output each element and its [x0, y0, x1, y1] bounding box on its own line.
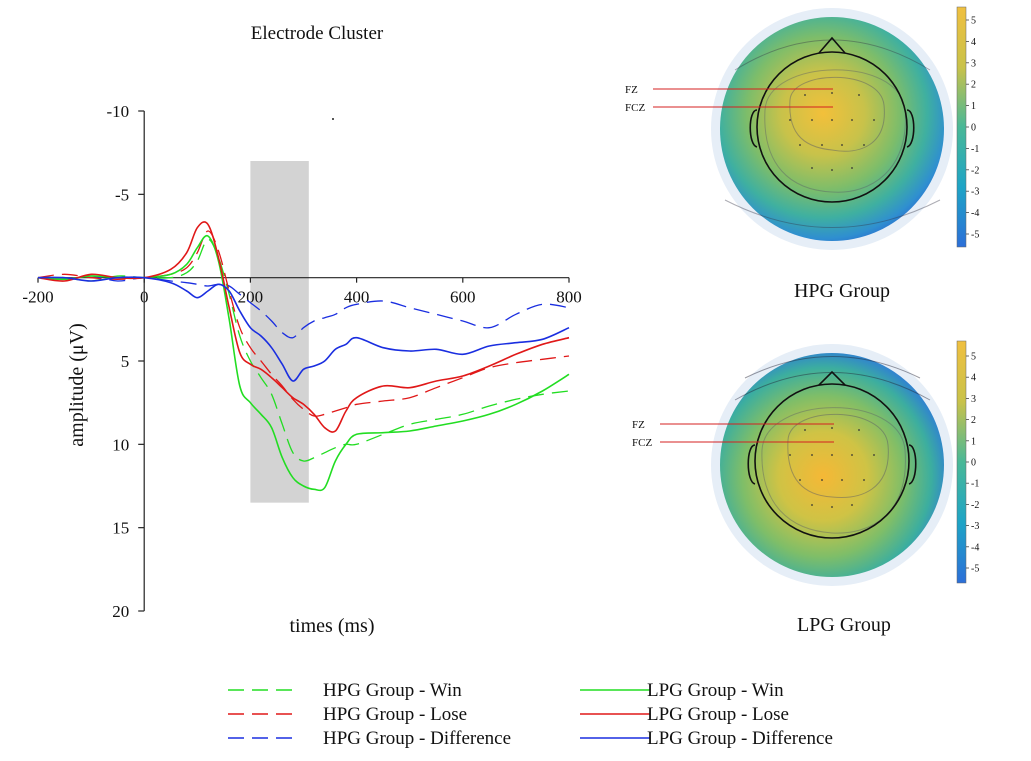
- series-line-hpg-group-win: [37, 238, 570, 462]
- x-tick-label: 800: [556, 288, 582, 307]
- chart-title: Electrode Cluster: [251, 23, 384, 44]
- contour-line: [744, 356, 921, 379]
- electrode-label-fz: FZ: [625, 84, 638, 96]
- colorbar-tick-label: -1: [971, 144, 979, 155]
- sensor-dots: [789, 427, 875, 508]
- colorbar-tick-label: -1: [971, 479, 979, 490]
- colorbar-tick-label: 4: [971, 37, 976, 48]
- contour-line: [789, 76, 885, 152]
- x-ticks: -200 0 200 400 600 800: [22, 277, 582, 307]
- colorbar-ticks: 5 4 3 2 1 0 -1 -2 -3 -4 -5: [966, 16, 979, 241]
- series-layer: [37, 221, 570, 492]
- head-outline: [754, 383, 910, 539]
- y-tick-label: 20: [112, 602, 129, 621]
- topomap-surface: [720, 353, 944, 577]
- contour-line: [734, 39, 931, 71]
- topomap-title-hpg: HPG Group: [794, 280, 890, 302]
- series-line-hpg-group-difference: [37, 275, 570, 339]
- topomap-surface: [720, 17, 944, 241]
- electrode-label-fz: FZ: [632, 419, 645, 431]
- colorbar-tick-label: 1: [971, 101, 976, 112]
- topomap-title-lpg: LPG Group: [797, 614, 891, 636]
- colorbar-tick-label: 2: [971, 80, 976, 91]
- erp-chart: Electrode Cluster -10 -5 5 10 15 20 -200 0 200 4…: [22, 23, 581, 637]
- legend-label: HPG Group - Difference: [323, 728, 511, 749]
- x-tick-label: -200: [22, 288, 53, 307]
- y-ticks: -10 -5 5 10 15 20: [107, 102, 145, 621]
- colorbar: [956, 340, 967, 584]
- left-ear-outline: [749, 109, 758, 148]
- y-tick-label: 5: [121, 352, 130, 371]
- colorbar-tick-label: 4: [971, 373, 976, 384]
- electrode-label-fcz: FCZ: [632, 437, 652, 449]
- colorbar-tick-label: 1: [971, 436, 976, 447]
- sensor-dots: [789, 92, 875, 171]
- series-line-lpg-group-lose: [37, 221, 570, 433]
- colorbar-tick-label: 0: [971, 123, 976, 134]
- head-outline: [756, 51, 908, 203]
- x-tick-label: 200: [238, 288, 264, 307]
- contour-line: [761, 407, 906, 534]
- legend: HPG Group - Win HPG Group - Lose HPG Group…: [228, 680, 833, 749]
- x-tick-label: 400: [344, 288, 370, 307]
- colorbar-tick-label: 2: [971, 415, 976, 426]
- colorbar-tick-label: 0: [971, 458, 976, 469]
- right-ear-outline: [908, 444, 917, 485]
- legend-label: HPG Group - Win: [323, 680, 462, 701]
- legend-label: LPG Group - Lose: [647, 704, 789, 725]
- colorbar-tick-label: -4: [971, 542, 979, 553]
- time-window-highlight: [250, 161, 309, 503]
- colorbar-tick-label: -5: [971, 230, 979, 241]
- series-line-lpg-group-difference: [37, 276, 570, 382]
- y-tick-label: 15: [112, 519, 129, 538]
- y-tick-label: -10: [107, 102, 130, 121]
- y-axis-label: amplitude (μV): [66, 323, 88, 446]
- colorbar-tick-label: -3: [971, 521, 979, 532]
- x-tick-label: 0: [140, 288, 149, 307]
- right-ear-outline: [906, 109, 915, 148]
- topomap-lpg: FZ FCZ 5 4 3 2 1 0 -1 -2 -3 -4 -5 LPG Group: [632, 340, 979, 636]
- colorbar-tick-label: -2: [971, 165, 979, 176]
- contour-line: [787, 413, 889, 498]
- y-tick-label: 10: [112, 435, 129, 454]
- colorbar-tick-label: -2: [971, 500, 979, 511]
- legend-label: LPG Group - Win: [647, 680, 784, 701]
- colorbar-tick-label: 5: [971, 16, 976, 27]
- electrode-label-fcz: FCZ: [625, 102, 645, 114]
- legend-label: HPG Group - Lose: [323, 704, 467, 725]
- x-axis-label: times (ms): [290, 615, 375, 637]
- nose-outline: [818, 370, 846, 386]
- legend-label: LPG Group - Difference: [647, 728, 833, 749]
- colorbar-tick-label: 5: [971, 352, 976, 363]
- nose-outline: [818, 36, 846, 54]
- colorbar: [956, 6, 967, 248]
- colorbar-tick-label: 3: [971, 58, 976, 69]
- topomap-hpg: FZ FCZ 5 4 3 2 1 0 -1 -2 -3 -4 -5 HPG Group: [625, 6, 979, 302]
- x-tick-label: 600: [450, 288, 476, 307]
- contour-line: [724, 199, 941, 228]
- colorbar-tick-label: -4: [971, 208, 979, 219]
- stray-dot: [332, 118, 334, 120]
- series-line-lpg-group-win: [37, 234, 570, 492]
- colorbar-ticks: 5 4 3 2 1 0 -1 -2 -3 -4 -5: [966, 352, 979, 575]
- colorbar-tick-label: -3: [971, 187, 979, 198]
- colorbar-tick-label: -5: [971, 564, 979, 575]
- contour-line: [764, 69, 906, 193]
- left-ear-outline: [747, 444, 756, 485]
- y-tick-label: -5: [115, 185, 129, 204]
- colorbar-tick-label: 3: [971, 394, 976, 405]
